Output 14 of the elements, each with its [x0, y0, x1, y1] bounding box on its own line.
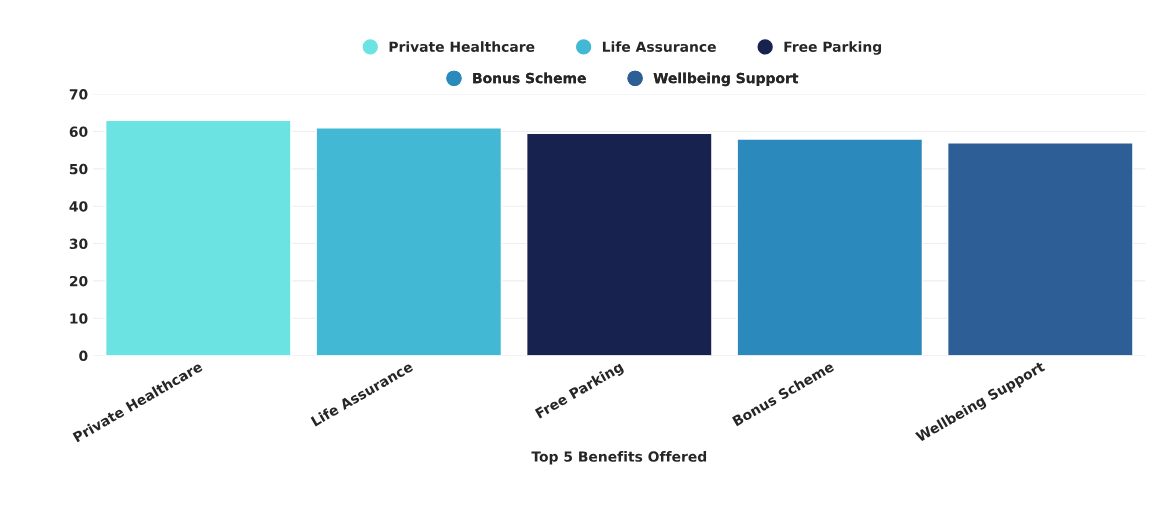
legend-label: Bonus Scheme [473, 72, 586, 84]
legend-label: Private Healthcare [389, 41, 535, 52]
y-tick-label: 10 [70, 313, 88, 324]
x-axis-title: Top 5 Benefits Offered [531, 451, 707, 465]
legend-label: Wellbeing Support [653, 72, 799, 87]
legend-label: Life Assurance [602, 41, 716, 52]
y-tick-label: 0 [79, 350, 88, 362]
y-tick-label: 20 [69, 275, 88, 287]
y-tick-label: 30 [69, 238, 88, 250]
y-tick-label: 70 [69, 89, 88, 100]
legend-label: Free Parking [784, 41, 882, 55]
y-tick-label: 40 [69, 201, 88, 212]
y-tick-label: 50 [69, 163, 88, 175]
y-tick-label: 60 [69, 126, 88, 137]
